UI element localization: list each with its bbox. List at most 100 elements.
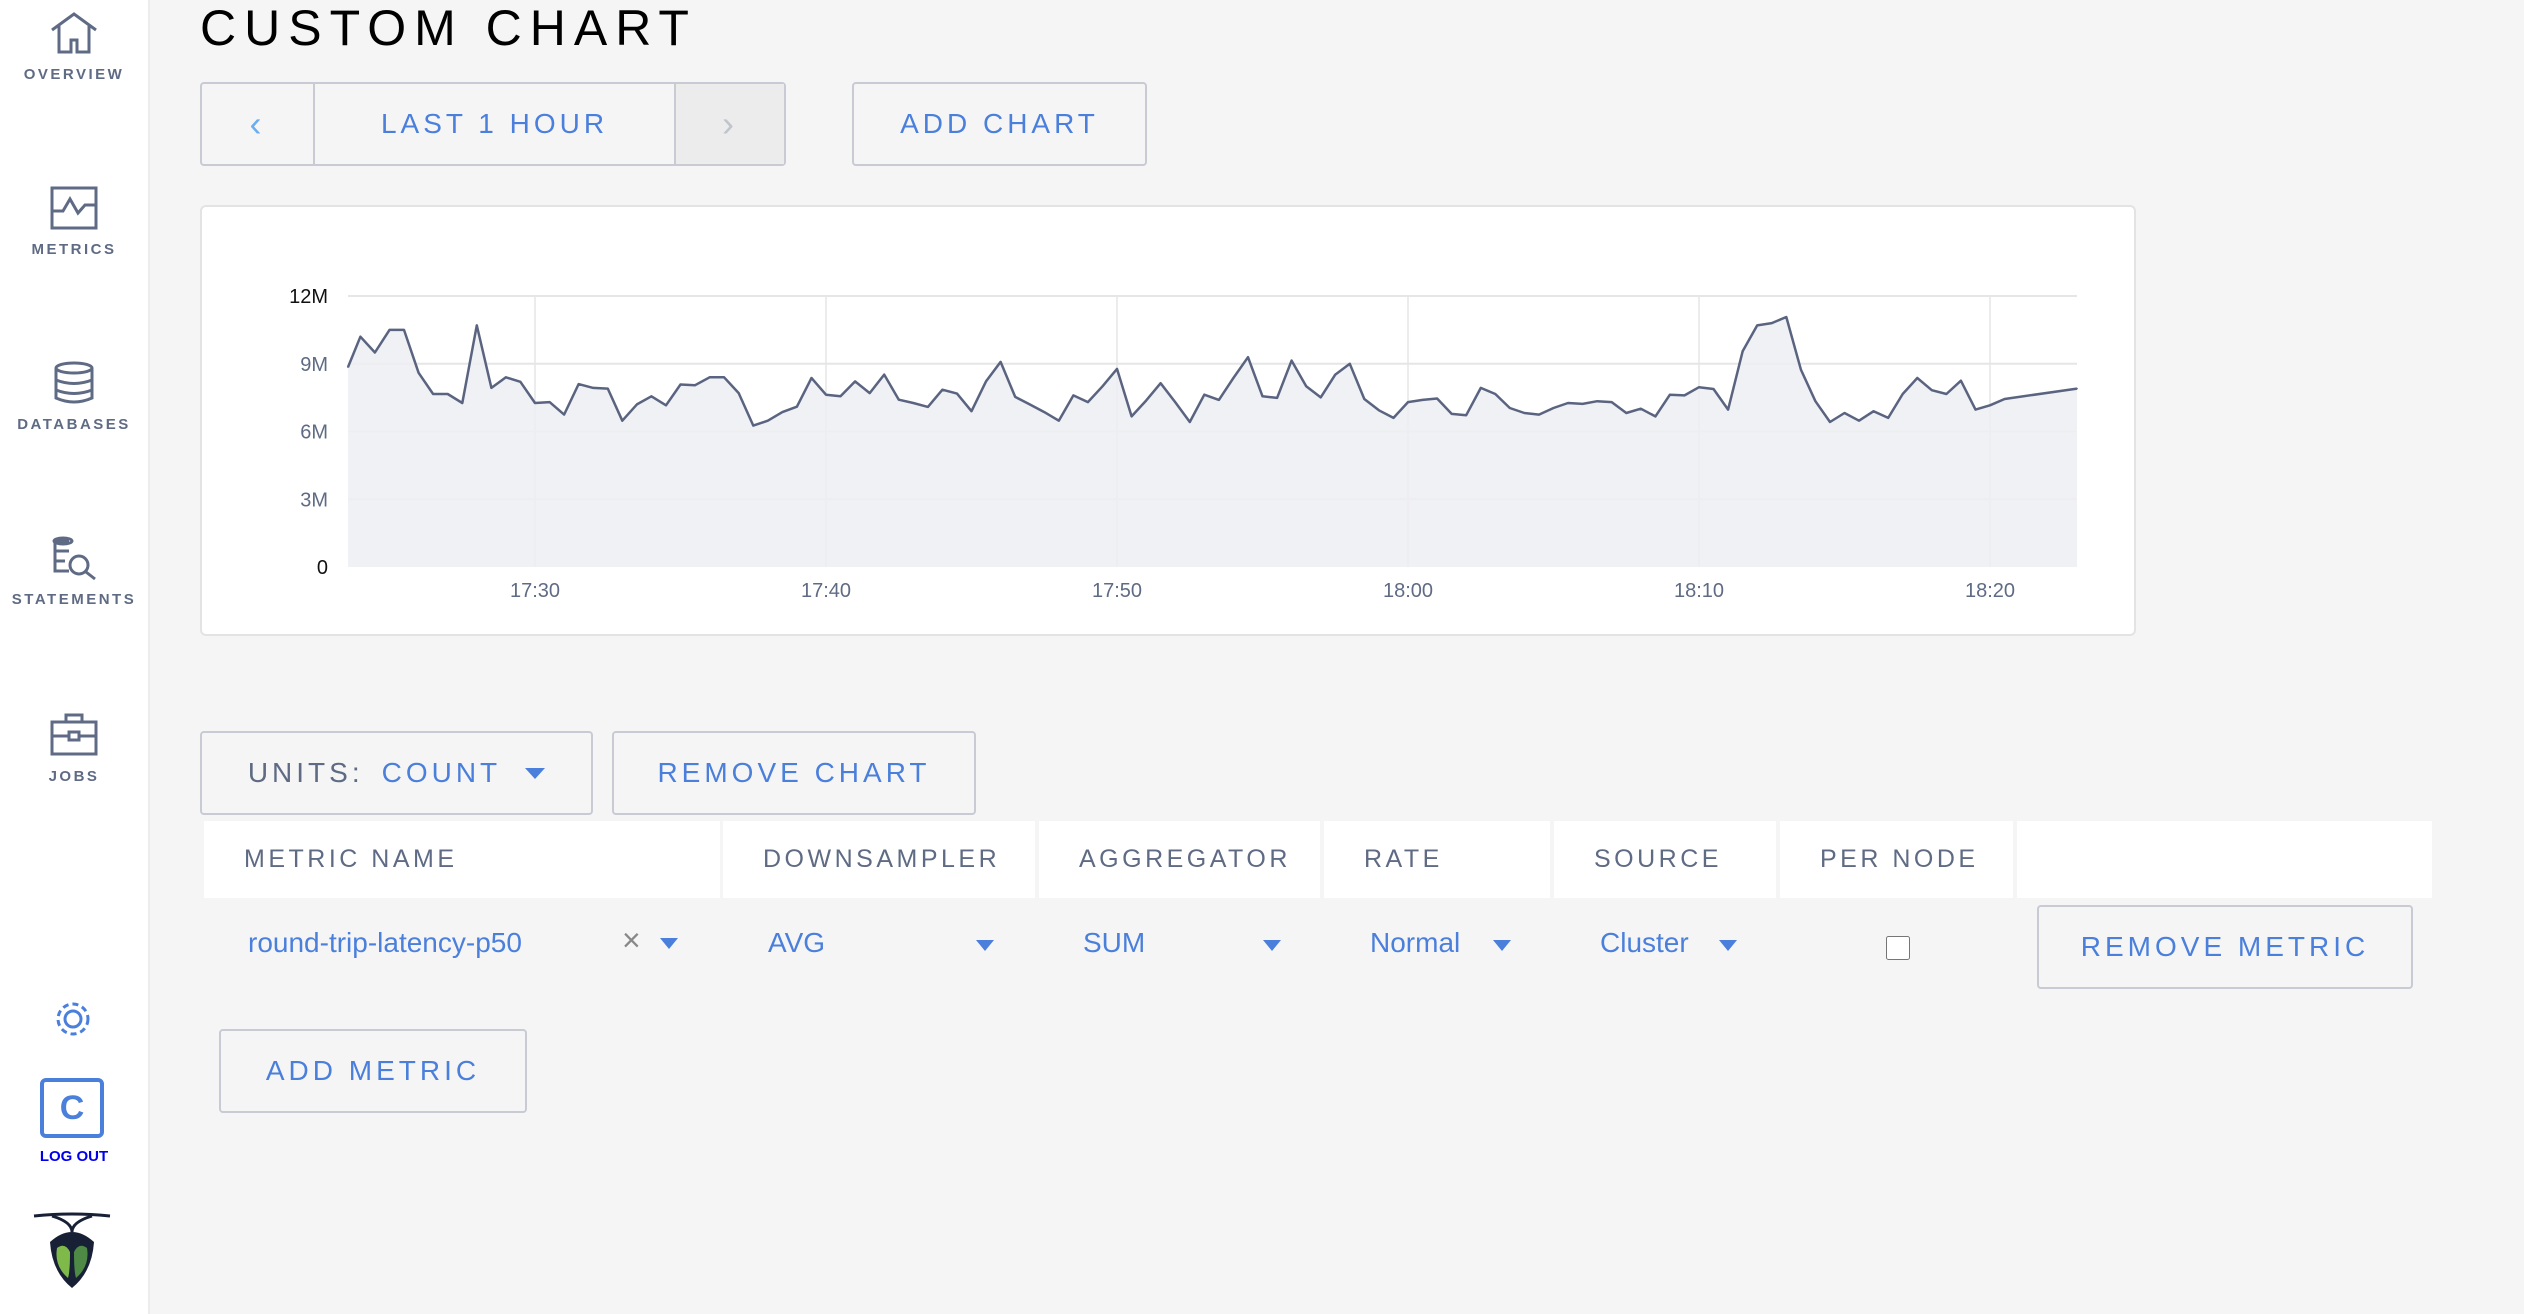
y-tick-label: 6M [300,422,328,444]
x-tick-label: 18:10 [1674,580,1724,602]
next-time-button[interactable]: › [674,84,784,164]
header-downsampler: DOWNSAMPLER [723,821,1035,898]
header-source: SOURCE [1554,821,1776,898]
chevron-down-icon[interactable] [976,940,994,951]
units-dropdown[interactable]: UNITS: COUNT [200,731,593,815]
add-metric-button[interactable]: ADD METRIC [219,1029,527,1113]
data-point [1770,322,1773,324]
sidebar-item-databases[interactable]: DATABASES [0,360,148,433]
data-point [636,403,638,406]
gear-icon[interactable] [50,998,96,1040]
data-point [1276,397,1278,399]
time-range-selector: ‹ LAST 1 HOUR › [200,82,786,166]
chevron-down-icon[interactable] [1493,940,1511,951]
data-point [1421,399,1424,401]
data-point [476,324,478,327]
logout-link[interactable]: LOG OUT [39,1148,109,1165]
sidebar: OVERVIEW METRICS DATABASES STATEMENTS JO… [0,0,150,1314]
header-metric-name: METRIC NAME [204,821,720,898]
chevron-down-icon[interactable] [660,938,678,949]
sidebar-label: STATEMENTS [11,591,137,608]
data-point [1072,394,1075,397]
sidebar-item-statements[interactable]: STATEMENTS [0,535,148,608]
per-node-checkbox[interactable] [1886,936,1910,960]
series-area [348,317,2077,567]
data-point [1188,421,1191,423]
prev-time-button[interactable]: ‹ [202,84,315,164]
data-point [1931,389,1933,391]
sidebar-label: OVERVIEW [23,66,125,83]
data-point [1654,415,1657,418]
rate-select[interactable]: Normal [1370,927,1461,958]
data-point [1945,393,1948,395]
y-tick-label: 3M [300,489,328,511]
units-label: UNITS: [247,757,364,788]
sidebar-item-metrics[interactable]: METRICS [0,185,148,258]
data-point [1087,401,1089,403]
downsampler-select[interactable]: AVG [768,927,826,958]
x-tick-label: 18:20 [1965,580,2015,602]
aggregator-select[interactable]: SUM [1083,927,1146,958]
data-point [374,351,376,354]
data-point [1232,377,1235,379]
source-select[interactable]: Cluster [1600,927,1689,958]
header-rate: RATE [1324,821,1550,898]
data-point [1261,395,1264,398]
data-point [1538,413,1540,416]
data-point [1814,400,1817,403]
y-tick-label: 12M [289,286,328,308]
add-chart-button[interactable]: ADD CHART [852,82,1147,166]
x-tick-label: 17:50 [1092,580,1142,602]
data-point [1872,410,1875,412]
time-range-button[interactable]: LAST 1 HOUR [380,108,609,139]
data-point [868,392,871,394]
data-point [1465,414,1467,417]
data-point [912,402,915,404]
data-point [1581,403,1584,405]
remove-metric-button[interactable]: REMOVE METRIC [2037,905,2413,989]
data-point [432,393,434,395]
sidebar-label: DATABASES [17,416,131,433]
data-point [1203,393,1206,396]
data-point [1116,368,1118,370]
data-point [1101,385,1104,388]
data-point [606,387,609,390]
chevron-down-icon[interactable] [1263,940,1281,951]
data-point [1640,407,1642,410]
data-point [1014,396,1016,398]
sidebar-item-overview[interactable]: OVERVIEW [0,10,148,83]
data-point [1145,399,1147,402]
data-point [723,376,725,379]
chevron-down-icon[interactable] [1719,940,1737,951]
data-point [854,380,856,383]
sidebar-item-jobs[interactable]: JOBS [0,712,148,785]
data-point [708,376,711,379]
y-tick-label: 9M [300,354,328,376]
data-point [505,376,507,379]
clear-metric-icon[interactable]: × [622,922,641,958]
data-point [1028,403,1031,406]
data-point [548,401,551,403]
remove-chart-button[interactable]: REMOVE CHART [612,731,976,815]
database-icon [54,361,94,404]
data-point [1450,413,1453,415]
data-point [563,413,565,416]
data-point [781,411,784,413]
data-point [1319,396,1322,399]
data-point [1669,393,1671,396]
header-actions [2017,821,2432,898]
data-point [2076,387,2078,390]
header-per-node: PER NODE [1780,821,2013,898]
line-chart: 0 3M 6M 9M 12M 17:30 17:40 17:50 18:00 18:10 18:20 [289,286,2078,602]
data-point [927,406,929,408]
user-avatar[interactable]: C [40,1078,104,1138]
data-point [1741,350,1744,352]
data-point [1960,379,1962,382]
data-point [347,366,349,368]
data-point [1727,408,1729,411]
data-point [1058,419,1060,422]
data-point [796,405,798,408]
metric-name-select[interactable]: round-trip-latency-p50 [248,927,522,958]
data-point [403,329,405,331]
data-point [1349,362,1351,365]
